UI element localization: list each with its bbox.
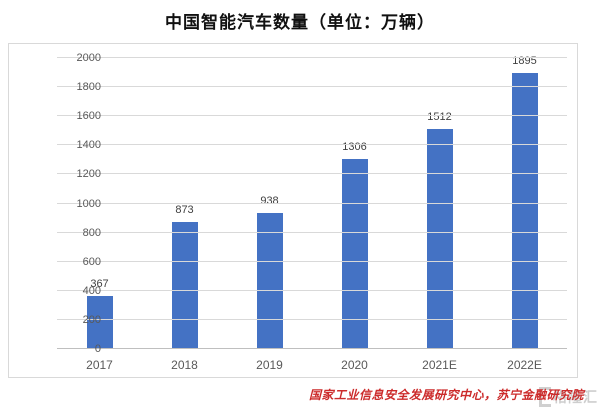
bar-value-label: 367 <box>90 277 109 290</box>
watermark-text: 格隆汇 <box>553 389 598 405</box>
y-tick-label: 2000 <box>76 52 101 64</box>
bar <box>86 295 113 349</box>
bar-column: 873 <box>142 58 227 349</box>
y-tick-label: 1200 <box>76 168 101 181</box>
gridline <box>57 202 567 204</box>
gridline <box>57 86 567 88</box>
y-tick-label: 1800 <box>76 81 101 94</box>
bar <box>171 221 198 349</box>
gridline <box>57 318 567 320</box>
bar-column: 367 <box>57 58 142 349</box>
bar-column: 1512 <box>397 58 482 349</box>
bar <box>341 158 368 349</box>
bar-value-label: 938 <box>260 194 279 207</box>
bar-column: 1895 <box>482 55 567 349</box>
gridline <box>57 57 567 58</box>
gridline <box>57 231 567 233</box>
bar <box>256 212 283 349</box>
source-attribution: 国家工业信息安全发展研究中心，苏宁金融研究院 <box>308 388 584 402</box>
y-tick-label: 1000 <box>76 197 101 210</box>
watermark-logo-icon <box>539 387 551 407</box>
y-tick-label: 400 <box>82 284 101 297</box>
x-tick-label: 2017 <box>86 358 113 372</box>
x-axis-line <box>57 348 567 349</box>
x-tick-label: 2019 <box>256 358 283 372</box>
x-tick-label: 2018 <box>171 358 198 372</box>
chart-box: 367 873 938 1306 1512 1895 0 200 400 600 800 1000 1… <box>8 43 578 378</box>
x-tick-label: 2022E <box>507 358 542 372</box>
gridline <box>57 115 567 117</box>
y-tick-label: 1600 <box>76 110 101 123</box>
bar <box>426 129 453 349</box>
plot-area: 367 873 938 1306 1512 1895 0 200 400 600 800 1000 1… <box>57 52 567 355</box>
bar-value-label: 1895 <box>512 55 537 68</box>
gridline <box>57 289 567 291</box>
bar <box>511 73 538 349</box>
y-tick-label: 800 <box>82 226 101 239</box>
bar-column: 1306 <box>312 58 397 349</box>
gridline <box>57 260 567 262</box>
watermark: 格隆汇 <box>539 387 598 407</box>
bars-row: 367 873 938 1306 1512 1895 <box>57 55 567 349</box>
x-axis-labels: 2017 2018 2019 2020 2021E 2022E <box>57 353 567 375</box>
y-tick-label: 600 <box>82 255 101 268</box>
bar-value-label: 1306 <box>342 140 367 153</box>
bar-value-label: 873 <box>175 203 194 216</box>
y-tick-label: 1400 <box>76 139 101 152</box>
bar-column: 938 <box>227 58 312 349</box>
y-tick-label: 200 <box>82 313 101 326</box>
bar-value-label: 1512 <box>427 111 452 124</box>
x-tick-label: 2020 <box>341 358 368 372</box>
x-tick-label: 2021E <box>422 358 457 372</box>
chart-title: 中国智能汽车数量（单位：万辆） <box>165 13 435 32</box>
y-tick-label: 0 <box>94 343 101 355</box>
gridline <box>57 173 567 175</box>
gridline <box>57 144 567 146</box>
